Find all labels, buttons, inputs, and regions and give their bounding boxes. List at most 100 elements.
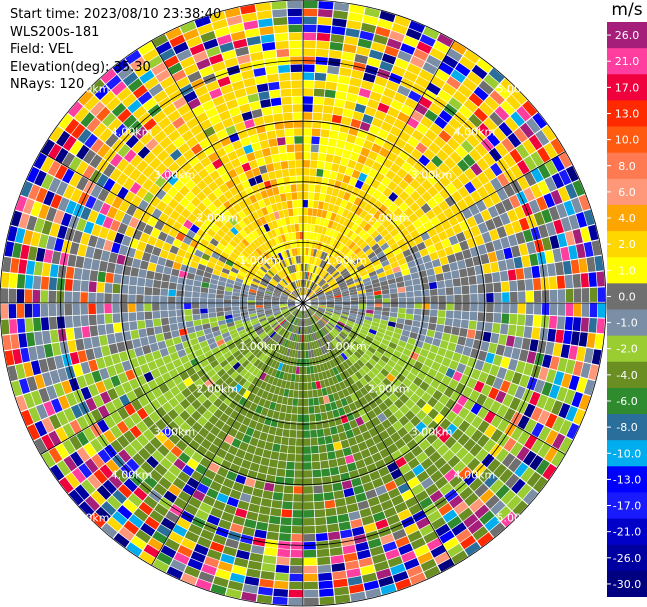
velocity-gate bbox=[144, 287, 153, 296]
velocity-gate bbox=[271, 298, 280, 301]
velocity-gate bbox=[454, 294, 462, 303]
velocity-gate bbox=[174, 392, 186, 403]
velocity-gate bbox=[517, 483, 532, 500]
velocity-gate bbox=[369, 91, 382, 102]
velocity-gate bbox=[326, 306, 334, 310]
velocity-gate bbox=[241, 335, 250, 342]
velocity-gate bbox=[149, 196, 161, 208]
velocity-gate bbox=[304, 263, 307, 272]
velocity-gate bbox=[245, 340, 254, 348]
velocity-gate bbox=[207, 192, 218, 203]
velocity-gate bbox=[310, 144, 319, 153]
velocity-gate bbox=[230, 252, 239, 260]
velocity-gate bbox=[189, 43, 205, 56]
velocity-gate bbox=[383, 87, 396, 99]
velocity-gate bbox=[169, 245, 179, 255]
velocity-gate bbox=[342, 293, 350, 297]
velocity-gate bbox=[294, 350, 298, 358]
velocity-gate bbox=[258, 165, 268, 175]
velocity-gate bbox=[388, 487, 401, 499]
velocity-gate bbox=[334, 180, 342, 190]
velocity-gate bbox=[385, 330, 394, 337]
velocity-gate bbox=[9, 273, 18, 288]
velocity-gate bbox=[168, 296, 176, 303]
velocity-gate bbox=[361, 515, 375, 526]
velocity-gate bbox=[295, 454, 303, 462]
velocity-gate bbox=[505, 335, 515, 347]
velocity-gate bbox=[299, 310, 302, 318]
velocity-gate bbox=[310, 305, 318, 310]
velocity-gate bbox=[169, 210, 181, 221]
velocity-gate bbox=[365, 588, 382, 599]
velocity-gate bbox=[345, 322, 354, 328]
velocity-gate bbox=[359, 507, 372, 518]
velocity-gate bbox=[368, 168, 378, 179]
velocity-gate bbox=[328, 351, 335, 360]
velocity-gate bbox=[248, 268, 257, 276]
velocity-gate bbox=[214, 26, 230, 38]
velocity-gate bbox=[352, 61, 366, 72]
velocity-gate bbox=[492, 271, 501, 283]
velocity-gate bbox=[226, 230, 236, 239]
velocity-gate bbox=[28, 346, 38, 361]
velocity-gate bbox=[112, 313, 121, 323]
velocity-gate bbox=[90, 512, 106, 528]
velocity-gate bbox=[433, 425, 445, 438]
velocity-gate bbox=[181, 110, 195, 123]
velocity-gate bbox=[80, 232, 91, 246]
velocity-gate bbox=[414, 103, 428, 116]
velocity-gate bbox=[46, 357, 57, 371]
velocity-gate bbox=[64, 303, 73, 316]
velocity-gate bbox=[404, 319, 413, 326]
velocity-gate bbox=[437, 317, 446, 325]
velocity-gate bbox=[84, 458, 99, 474]
velocity-gate bbox=[421, 403, 433, 415]
velocity-gate bbox=[313, 285, 320, 292]
velocity-gate bbox=[64, 227, 76, 242]
velocity-gate bbox=[430, 75, 446, 89]
velocity-gate bbox=[459, 240, 469, 251]
velocity-gate bbox=[484, 473, 499, 488]
velocity-gate bbox=[48, 447, 63, 464]
velocity-gate bbox=[455, 382, 466, 394]
velocity-gate bbox=[463, 49, 480, 64]
velocity-gate bbox=[438, 295, 446, 303]
velocity-gate bbox=[88, 383, 99, 397]
velocity-gate bbox=[368, 124, 380, 136]
velocity-gate bbox=[200, 476, 213, 488]
velocity-gate bbox=[308, 350, 312, 358]
velocity-gate bbox=[507, 234, 518, 247]
velocity-gate bbox=[295, 160, 303, 168]
velocity-gate bbox=[427, 537, 443, 551]
velocity-gate bbox=[425, 483, 439, 496]
velocity-gate bbox=[55, 443, 69, 459]
velocity-gate bbox=[271, 332, 278, 340]
velocity-gate bbox=[184, 309, 192, 316]
velocity-gate bbox=[252, 336, 260, 343]
velocity-gate bbox=[324, 403, 332, 412]
velocity-gate bbox=[369, 545, 385, 557]
velocity-gate bbox=[272, 308, 280, 312]
velocity-gate bbox=[313, 332, 318, 341]
velocity-gate bbox=[144, 475, 158, 489]
velocity-gate bbox=[246, 568, 261, 578]
velocity-gate bbox=[110, 439, 124, 454]
velocity-gate bbox=[546, 369, 557, 384]
velocity-gate bbox=[280, 217, 287, 226]
velocity-gate bbox=[151, 208, 163, 220]
velocity-gate bbox=[309, 293, 316, 299]
velocity-gate bbox=[370, 367, 380, 376]
velocity-gate bbox=[327, 343, 334, 351]
velocity-gate bbox=[351, 69, 364, 80]
velocity-gate bbox=[325, 81, 337, 91]
velocity-gate bbox=[521, 255, 531, 268]
velocity-gate bbox=[416, 225, 427, 235]
velocity-gate bbox=[279, 299, 288, 302]
velocity-gate bbox=[551, 400, 563, 416]
velocity-gate bbox=[283, 493, 293, 502]
velocity-gate bbox=[241, 111, 253, 121]
velocity-gate bbox=[401, 550, 417, 563]
velocity-gate bbox=[230, 346, 239, 355]
velocity-gate bbox=[495, 249, 505, 261]
velocity-gate bbox=[392, 174, 403, 185]
